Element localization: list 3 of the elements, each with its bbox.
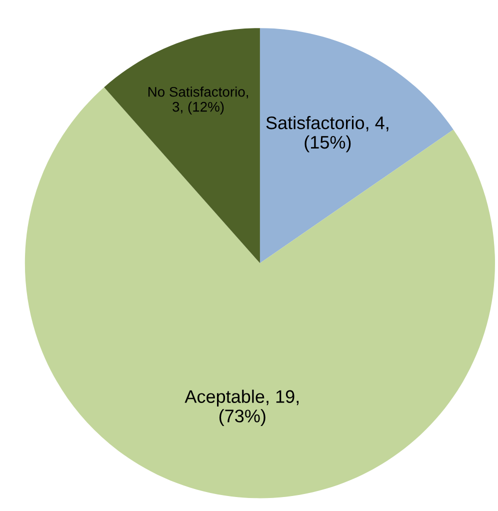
slice-label: Satisfactorio, 4, (15%) [266, 116, 388, 152]
slice-label: No Satisfactorio, 3, (12%) [148, 86, 248, 114]
slice-label: Aceptable, 19, (73%) [184, 390, 298, 426]
